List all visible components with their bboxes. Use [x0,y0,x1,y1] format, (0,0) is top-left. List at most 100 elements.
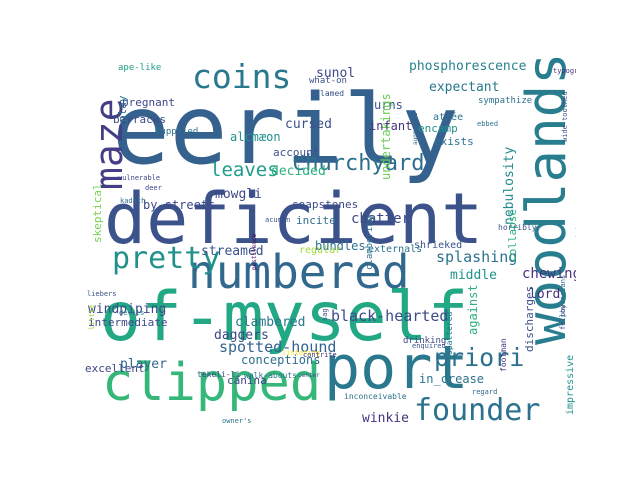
cloud-word: bundles [315,239,366,253]
cloud-word: of-myself [100,278,468,357]
cloud-word: ape-like [118,63,161,73]
cloud-word: chatter [351,211,410,227]
cloud-word: chewing [522,266,576,282]
cloud-word: spotted-hound [219,338,336,356]
cloud-word: regular [299,245,341,256]
cloud-word: externals [368,244,422,255]
cloud-word: what-on [309,76,347,86]
cloud-word: typography [553,67,576,75]
cloud-word: against [466,284,480,335]
cloud-word: player [120,357,167,372]
cloud-word: pretty [112,241,220,276]
cloud-word: enquired [412,342,446,350]
cloud-word: soapstones [292,198,358,211]
cloud-word: footman [499,338,508,372]
cloud-word: deficient [104,178,483,260]
cloud-word: coins [192,58,291,96]
cloud-word: tekeli-li [197,370,241,379]
cloud-word: excellent [85,362,145,375]
cloud-word: center [298,372,320,379]
cloud-word: devils [119,309,144,317]
cloud-word: impressive [565,355,576,415]
cloud-word: splashing [436,248,517,266]
cloud-word: by-streets [143,198,215,212]
cloud-word: intermediate [88,316,167,329]
cloud-word: three-fourths [575,114,576,200]
cloud-word: infant [369,119,412,133]
cloud-word: churchyard [292,151,424,176]
cloud-word: owner's [222,417,252,424]
cloud-word: atrée [433,111,463,123]
cloud-word: exposition [575,218,576,260]
cloud-word: conceptions [241,353,320,367]
cloud-word: daggers [214,328,269,343]
cloud-word: clipped [102,353,321,413]
cloud-word: exists [434,135,474,148]
cloud-word: account [273,146,319,159]
cloud-word: urns [374,98,403,112]
cloud-word: windpiping [88,302,166,317]
cloud-word: augmented [412,112,419,145]
cloud-word: wide-toothed [561,91,569,142]
cloud-word: kadath [120,197,145,205]
cloud-word: fellow [559,304,567,330]
cloud-word: clambered [235,315,305,330]
cloud-word: acumen [265,216,290,224]
cloud-word: discharges [523,286,536,352]
cloud-word: priori [434,343,524,372]
cloud-word: streamed [201,244,264,259]
cloud-word: lord [529,287,560,302]
cloud-word: little [88,305,96,330]
cloud-word: undertakings [379,93,393,180]
cloud-word: middle [450,268,497,283]
cloud-word: nebulosity [502,147,517,225]
cloud-word: horribly [498,223,537,232]
cloud-word: ebbed [477,120,498,128]
cloud-word: regard [472,388,497,396]
cloud-word: liebers [87,290,117,298]
cloud-word: drinking [403,336,446,346]
cloud-word: encamp [418,122,458,135]
cloud-word: listening [282,349,320,357]
cloud-word: pestilence [251,233,258,270]
cloud-word: in_crease [419,372,484,386]
cloud-word: supplied [155,127,198,137]
cloud-word: collapse [506,209,519,262]
cloud-word: deer [145,184,162,192]
cloud-word: play [116,95,129,122]
cloud-word: pregnant [122,96,175,109]
cloud-word: walk-abouts [244,371,297,380]
cloud-word: skeptical [91,183,104,243]
cloud-word: maze [87,98,131,190]
cloud-word: expectant [429,80,499,95]
cloud-word: decided [271,164,326,179]
cloud-word: cursed [285,117,332,132]
cloud-word: contrite [303,351,337,359]
cloud-word: shrieked [414,240,462,251]
cloud-word: inconceivable [344,392,407,401]
cloud-word: leaves [210,159,279,181]
cloud-word: lamed [320,89,344,98]
cloud-word: physicians [559,275,567,317]
cloud-word: spattered [445,311,454,355]
cloud-word: mowgli [215,187,262,202]
cloud-word: port [324,333,469,403]
cloud-word: numbered [188,245,410,299]
cloud-word: clambering [365,216,375,270]
cloud-word: sympathize [478,96,532,106]
cloud-word: woodlands [515,58,576,345]
cloud-word: incite [296,214,336,227]
cloud-word: phosphorescence [409,59,527,74]
cloud-word: winkie [362,411,409,424]
cloud-word: canina [227,374,267,387]
cloud-word: vulnerable [118,174,160,182]
cloud-word: sag [321,308,329,321]
cloud-word: alcmæon [230,130,281,144]
cloud-word: barracks [113,113,166,126]
cloud-word: sunol [316,66,355,81]
cloud-word: black-hearted [331,307,448,325]
cloud-word: eerily [112,74,459,186]
cloud-word: founder [414,393,540,424]
